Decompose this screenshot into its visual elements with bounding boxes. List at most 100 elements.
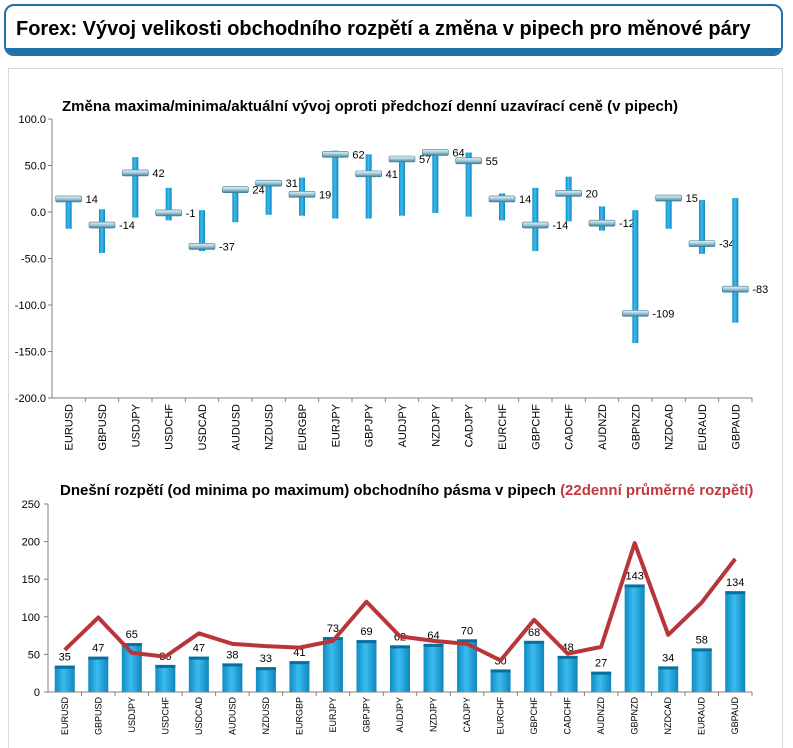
chart2-x-tick-label: CADCHF [563, 696, 573, 734]
range-value-label: 27 [595, 658, 607, 670]
range-bar-top [624, 584, 645, 588]
current-marker [455, 157, 482, 165]
current-marker [422, 149, 449, 156]
chart1-x-tick-label: USDCHF [164, 404, 176, 450]
current-marker [255, 179, 282, 187]
header-accent-bar [6, 48, 781, 54]
current-value-label: -37 [219, 241, 235, 253]
current-marker [122, 169, 149, 177]
range-bar [222, 663, 243, 692]
current-value-label: 14 [86, 194, 98, 206]
chart1-x-tick-label: NZDUSD [264, 404, 276, 450]
chart2-title-highlight: (22denní průměrné rozpětí) [560, 482, 753, 499]
range-bar [732, 198, 739, 323]
range-bar [399, 158, 405, 216]
current-marker [622, 310, 649, 317]
range-value-label: 69 [360, 626, 372, 638]
page-title: Forex: Vývoj velikosti obchodního rozpět… [16, 18, 751, 40]
range-bar [465, 152, 472, 217]
chart2-x-tick-label: AUDNZD [596, 697, 606, 735]
range-bar [88, 656, 109, 692]
range-bar-top [289, 661, 310, 665]
range-value-label: 68 [528, 627, 540, 639]
range-bar-top [88, 656, 109, 660]
range-bar-top [390, 645, 410, 649]
current-value-label: -14 [119, 220, 135, 232]
chart1-x-tick-label: GBPCHF [530, 404, 542, 450]
chart1-x-tick-label: GBPAUD [730, 404, 742, 450]
current-marker [288, 191, 316, 198]
range-bar-top [54, 665, 75, 669]
chart2-x-tick-label: EURCHF [496, 696, 506, 734]
current-marker [388, 155, 416, 163]
chart1-x-tick-label: AUDUSD [230, 404, 242, 451]
chart2-x-tick-label: AUDJPY [395, 697, 405, 733]
current-value-label: 15 [686, 193, 698, 205]
chart2-x-tick-label: GBPAUD [730, 697, 740, 735]
chart2-x-tick-label: USDCHF [160, 696, 170, 734]
current-value-label: 64 [452, 147, 464, 159]
chart2-y-tick-label: 150 [22, 574, 40, 586]
current-marker [155, 209, 182, 217]
range-value-label: 47 [92, 643, 104, 655]
range-bar-top [490, 669, 511, 673]
current-marker [522, 221, 549, 229]
chart1-x-tick-label: USDCAD [197, 404, 209, 451]
chart2-x-tick-label: NZDJPY [429, 697, 439, 732]
chart1-x-tick-label: GBPNZD [630, 404, 642, 450]
chart2-x-tick-label: NZDUSD [261, 697, 271, 735]
range-bar [499, 193, 505, 221]
chart1-x-tick-label: CADCHF [564, 404, 576, 450]
chart1-x-tick-label: CADJPY [464, 403, 476, 447]
range-bar-top [524, 640, 545, 644]
range-bar [691, 648, 712, 692]
range-bar-top [423, 643, 444, 647]
chart2-title-main: Dnešní rozpětí (od minima po maximum) ob… [60, 482, 556, 499]
range-value-label: 34 [662, 652, 674, 664]
range-bar [524, 640, 545, 692]
chart1-x-tick-label: GBPJPY [364, 403, 376, 447]
chart2-title: Dnešní rozpětí (od minima po maximum) ob… [60, 482, 753, 499]
current-value-label: 41 [386, 169, 398, 181]
range-bar [165, 187, 172, 221]
range-bar [565, 176, 572, 222]
range-bar-top [356, 640, 377, 644]
range-bar [132, 157, 139, 218]
range-bar-top [222, 663, 243, 667]
range-bar [199, 210, 205, 252]
chart1-x-tick-label: AUDNZD [597, 404, 609, 450]
range-bar [54, 665, 75, 692]
range-bar [599, 206, 605, 231]
range-bar-top [691, 648, 712, 652]
range-bar [591, 671, 612, 692]
range-value-label: 38 [226, 649, 238, 661]
current-marker [222, 186, 249, 193]
chart2-x-tick-label: GBPCHF [529, 697, 539, 735]
range-bar [265, 182, 272, 215]
chart1-y-tick-label: -200.0 [15, 393, 46, 405]
chart1-y-tick-label: 0.0 [31, 207, 46, 219]
chart2-x-tick-label: NZDCAD [663, 697, 673, 735]
range-bar-top [658, 666, 679, 670]
chart2-x-tick-label: USDCAD [194, 697, 204, 736]
range-bar [557, 655, 578, 692]
range-value-label: 33 [260, 653, 272, 665]
chart1-x-tick-label: USDJPY [130, 403, 142, 447]
chart1-x-tick-label: EURCHF [497, 404, 509, 450]
chart2-x-tick-label: GBPJPY [361, 697, 371, 733]
range-bar [390, 645, 410, 692]
range-bar [658, 666, 679, 692]
chart2-x-tick-label: GBPNZD [630, 697, 640, 735]
chart1-x-tick-label: EURJPY [330, 403, 342, 447]
range-bar [365, 154, 372, 219]
current-value-label: 20 [586, 188, 598, 200]
current-marker [722, 285, 749, 293]
chart1-x-tick-label: EURGBP [297, 404, 309, 450]
range-bar [65, 196, 72, 229]
current-marker [322, 151, 349, 158]
range-bar [432, 151, 439, 213]
range-bar [624, 584, 645, 692]
chart2-x-tick-label: EURAUD [697, 697, 707, 736]
range-bar [457, 639, 478, 692]
